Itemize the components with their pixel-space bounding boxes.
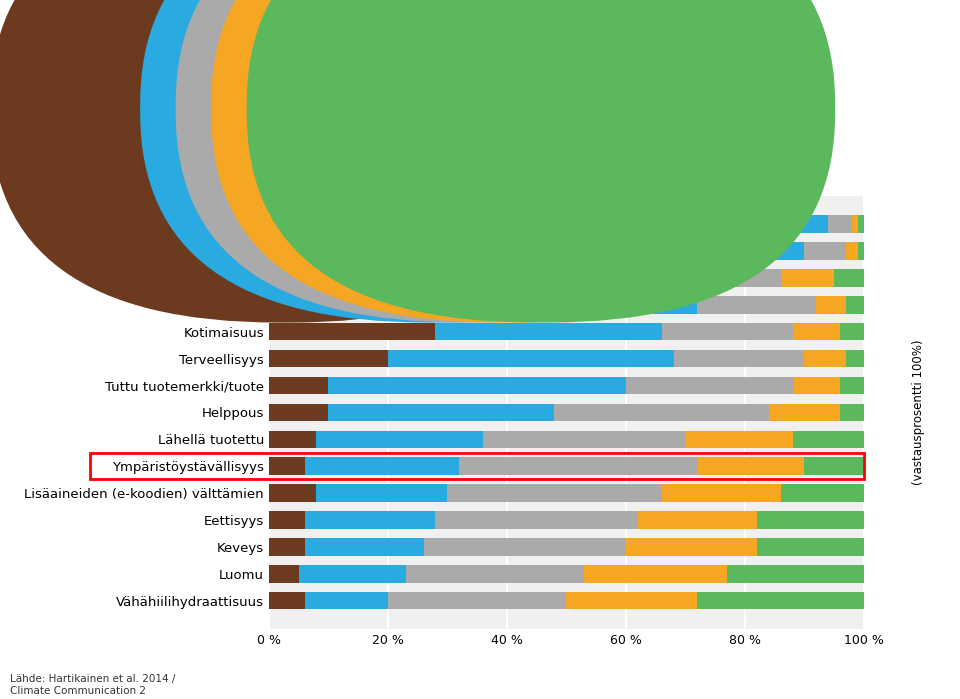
Bar: [269, 565, 299, 582]
Bar: [697, 296, 816, 314]
Text: Kuinka paljon seuraavat kriteerit vaikuttavat: Kuinka paljon seuraavat kriteerit vaikut…: [10, 17, 541, 38]
Bar: [269, 484, 317, 502]
Bar: [388, 350, 674, 368]
Bar: [269, 592, 304, 610]
Bar: [804, 457, 864, 475]
Bar: [269, 538, 304, 556]
Bar: [793, 323, 840, 340]
Text: 2: 2: [514, 102, 521, 115]
Bar: [697, 457, 804, 475]
Bar: [447, 484, 661, 502]
Bar: [269, 215, 507, 233]
Bar: [804, 243, 846, 260]
Bar: [304, 538, 423, 556]
Bar: [90, 454, 864, 479]
Bar: [804, 350, 846, 368]
Bar: [317, 431, 483, 448]
Bar: [269, 403, 328, 421]
Bar: [637, 511, 756, 528]
Bar: [685, 431, 793, 448]
Bar: [858, 243, 864, 260]
Bar: [793, 377, 840, 394]
Text: Lähde: Hartikainen et al. 2014: Lähde: Hartikainen et al. 2014: [10, 115, 212, 129]
Bar: [756, 511, 864, 528]
Bar: [269, 431, 317, 448]
Bar: [858, 215, 864, 233]
Bar: [269, 377, 328, 394]
Text: 4: 4: [443, 102, 450, 115]
Y-axis label: (vastausprosentti 100%): (vastausprosentti 100%): [912, 340, 924, 485]
Bar: [436, 511, 637, 528]
Bar: [399, 269, 674, 287]
Bar: [269, 269, 399, 287]
Bar: [406, 565, 585, 582]
Bar: [756, 538, 864, 556]
Bar: [674, 350, 804, 368]
Text: 1: ei lainkaan: 1: ei lainkaan: [549, 102, 629, 115]
Bar: [423, 538, 626, 556]
Bar: [852, 215, 858, 233]
Bar: [674, 269, 780, 287]
Bar: [269, 511, 304, 528]
Bar: [816, 296, 846, 314]
Bar: [269, 296, 423, 314]
Bar: [697, 592, 864, 610]
Text: 3: 3: [478, 102, 486, 115]
Text: elintarvikevalintoihisi?: elintarvikevalintoihisi?: [10, 59, 277, 80]
Bar: [585, 565, 727, 582]
Bar: [423, 296, 697, 314]
Bar: [846, 243, 858, 260]
Bar: [269, 350, 388, 368]
Bar: [769, 403, 840, 421]
Bar: [828, 215, 852, 233]
Bar: [661, 484, 780, 502]
Bar: [780, 269, 834, 287]
Bar: [566, 592, 697, 610]
Bar: [626, 377, 793, 394]
Bar: [299, 565, 406, 582]
Bar: [269, 323, 436, 340]
Bar: [846, 296, 864, 314]
Bar: [436, 323, 661, 340]
Bar: [459, 457, 697, 475]
Bar: [555, 403, 769, 421]
Bar: [304, 457, 459, 475]
Bar: [626, 538, 756, 556]
Bar: [661, 323, 793, 340]
Bar: [269, 243, 495, 260]
Bar: [780, 484, 864, 502]
Bar: [317, 484, 447, 502]
Bar: [495, 243, 804, 260]
Bar: [834, 269, 864, 287]
Text: Lähde: Hartikainen et al. 2014 /
Climate Communication 2: Lähde: Hartikainen et al. 2014 / Climate…: [10, 674, 175, 696]
Bar: [840, 323, 864, 340]
Bar: [793, 431, 864, 448]
Bar: [388, 592, 566, 610]
Bar: [507, 215, 828, 233]
Text: 5: erittäin paljon: 5: erittäin paljon: [293, 102, 391, 115]
Bar: [328, 403, 555, 421]
Bar: [483, 431, 685, 448]
Bar: [840, 403, 864, 421]
Bar: [328, 377, 626, 394]
Bar: [846, 350, 864, 368]
Bar: [727, 565, 864, 582]
Bar: [304, 592, 388, 610]
Bar: [840, 377, 864, 394]
Bar: [304, 511, 436, 528]
Bar: [269, 457, 304, 475]
